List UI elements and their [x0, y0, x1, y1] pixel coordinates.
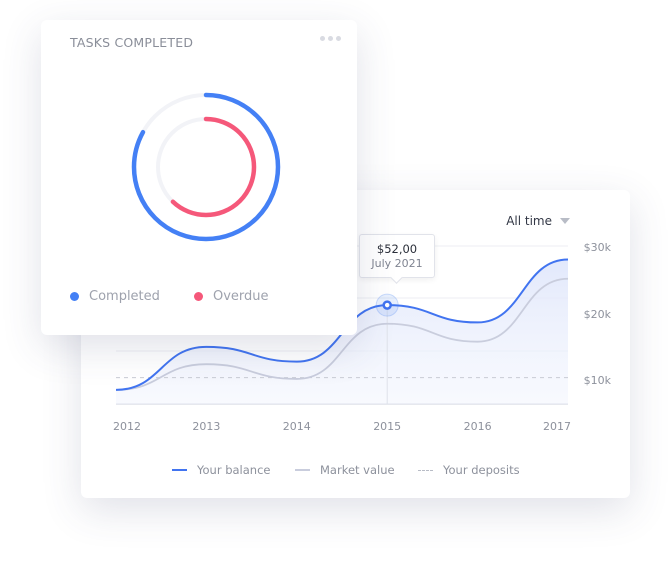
legend-completed[interactable]: Completed	[70, 289, 160, 304]
completed-dot-icon	[70, 292, 79, 301]
y-tick-label: $10k	[584, 374, 612, 387]
legend-label: Market value	[320, 463, 395, 477]
balance-area-fill	[116, 259, 568, 404]
chart-tooltip: $52,00 July 2021	[359, 234, 435, 278]
legend-market-value[interactable]: Market value	[295, 463, 395, 477]
x-tick-label: 2015	[373, 420, 401, 433]
time-range-value: All time	[506, 214, 552, 228]
x-tick-label: 2017	[543, 420, 571, 433]
legend-label: Overdue	[213, 289, 269, 304]
x-tick-label: 2013	[192, 420, 220, 433]
tasks-completed-card: TASKS COMPLETED Completed Overdue	[41, 20, 357, 335]
overdue-ring	[155, 116, 257, 218]
dashed-line-swatch-icon	[418, 469, 433, 471]
tooltip-date: July 2021	[371, 257, 423, 270]
card-title: TASKS COMPLETED	[70, 35, 194, 50]
legend-label: Completed	[89, 289, 160, 304]
legend-overdue[interactable]: Overdue	[194, 289, 269, 304]
x-tick-label: 2014	[283, 420, 311, 433]
y-tick-label: $30k	[584, 241, 612, 254]
more-horizontal-icon[interactable]	[320, 36, 341, 41]
donut-chart	[131, 92, 281, 242]
solid-line-swatch-icon	[295, 469, 310, 471]
x-tick-label: 2016	[464, 420, 492, 433]
x-tick-label: 2012	[113, 420, 141, 433]
tooltip-value: $52,00	[376, 242, 418, 256]
y-tick-label: $20k	[584, 308, 612, 321]
legend-your-deposits[interactable]: Your deposits	[418, 463, 520, 477]
completed-ring	[131, 92, 281, 242]
legend-label: Your balance	[197, 463, 271, 477]
overdue-dot-icon	[194, 292, 203, 301]
time-range-select[interactable]: All time	[506, 214, 570, 228]
series-market-value	[115, 277, 569, 391]
caret-down-icon	[560, 218, 570, 224]
legend-your-balance[interactable]: Your balance	[172, 463, 270, 477]
legend-label: Your deposits	[443, 463, 520, 477]
solid-line-swatch-icon	[172, 469, 187, 471]
highlight-point	[382, 300, 392, 310]
